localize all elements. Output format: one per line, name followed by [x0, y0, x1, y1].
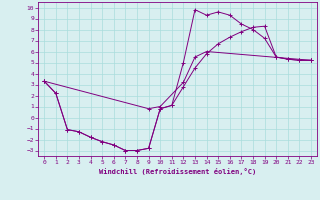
X-axis label: Windchill (Refroidissement éolien,°C): Windchill (Refroidissement éolien,°C): [99, 168, 256, 175]
